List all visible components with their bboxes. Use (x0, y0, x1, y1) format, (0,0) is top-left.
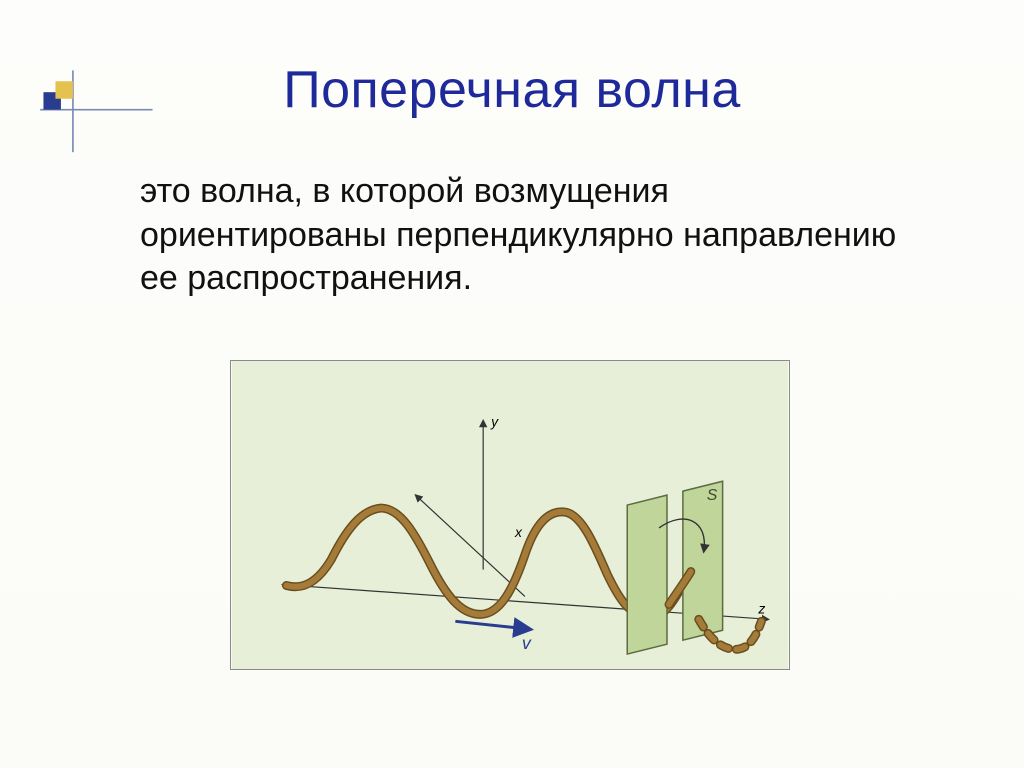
diagram-transverse-wave: z x y Sv (230, 360, 790, 670)
slide-body-text: это волна, в которой возмущения ориентир… (140, 170, 900, 301)
axis-x-label: x (514, 524, 523, 540)
axis-z-label: z (757, 600, 765, 616)
diagram-svg: z x y Sv (231, 361, 789, 669)
slit-label: S (707, 487, 718, 504)
slide: Поперечная волна это волна, в которой во… (0, 0, 1024, 768)
slit-panel-left (627, 495, 667, 654)
slide-title: Поперечная волна (0, 60, 1024, 120)
axis-y-label: y (490, 414, 499, 430)
velocity-label: v (522, 633, 532, 653)
slit-panel-right (683, 481, 723, 640)
